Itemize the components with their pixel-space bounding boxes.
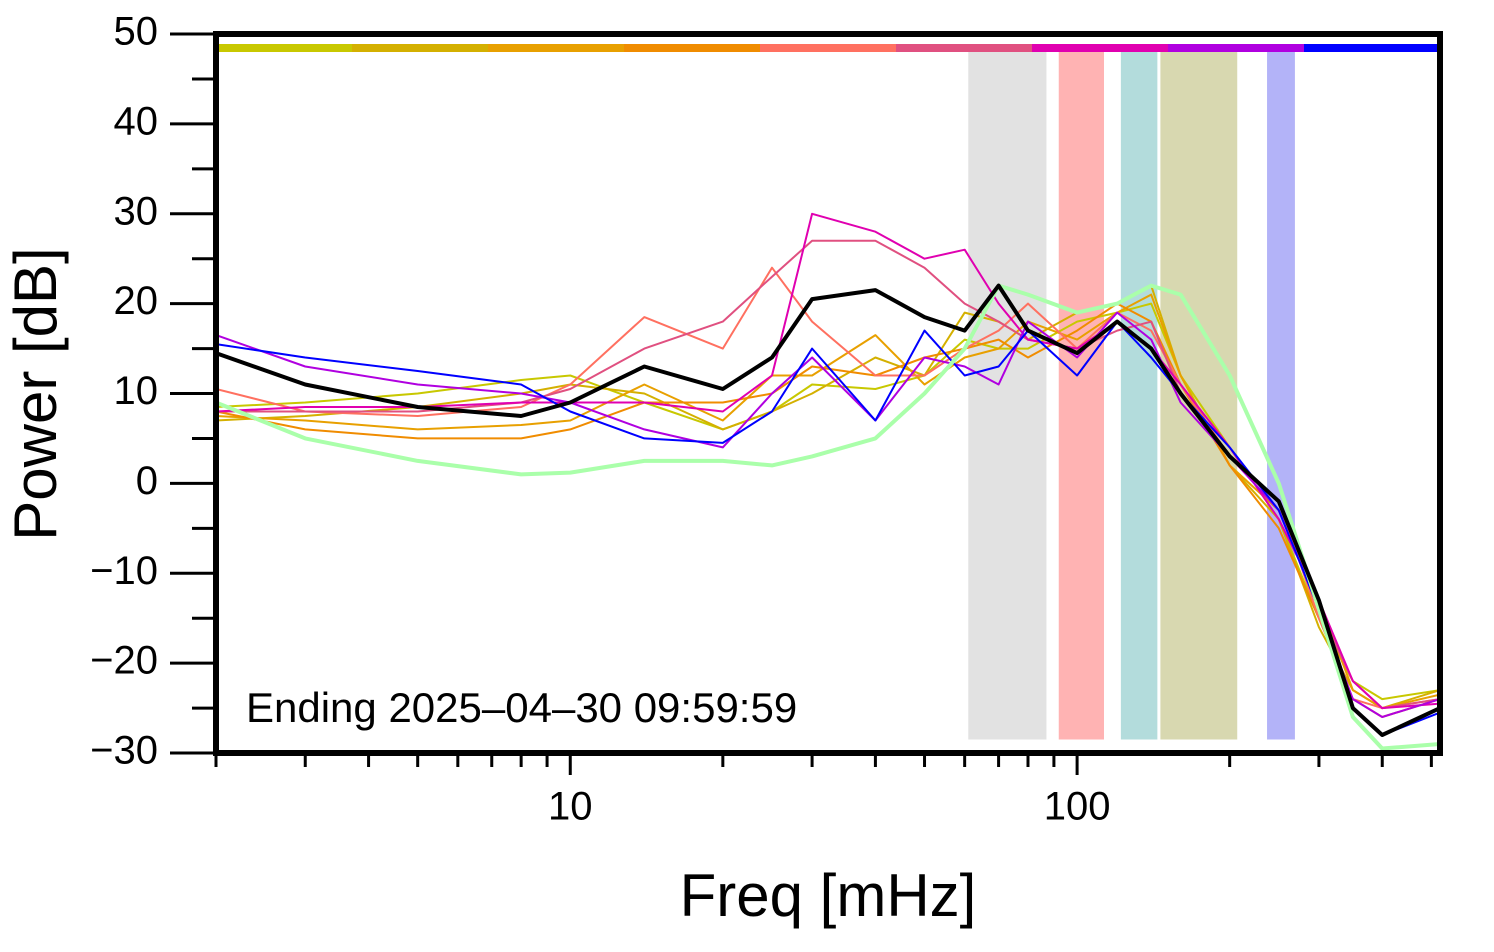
plot-frame bbox=[213, 31, 1443, 756]
color-bar-segment bbox=[488, 44, 624, 52]
shaded-band bbox=[1267, 47, 1295, 740]
series-line bbox=[216, 283, 1440, 737]
shaded-band bbox=[1160, 47, 1238, 740]
series-line bbox=[216, 293, 1440, 710]
color-bar-segment bbox=[624, 44, 760, 52]
series-line bbox=[216, 283, 1440, 751]
y-tick-label: 20 bbox=[114, 279, 159, 323]
color-bar-segment bbox=[1168, 44, 1304, 52]
x-axis-label: Freq [mHz] bbox=[680, 862, 977, 929]
series-line bbox=[216, 302, 1440, 701]
series-line bbox=[216, 320, 1440, 736]
y-tick-label: −10 bbox=[90, 549, 158, 593]
color-bar-segment bbox=[216, 44, 352, 52]
y-axis-label: Power [dB] bbox=[2, 247, 69, 540]
y-tick-label: −20 bbox=[90, 639, 158, 683]
color-bar-segment bbox=[760, 44, 896, 52]
x-tick-label: 10 bbox=[548, 785, 593, 829]
shaded-band bbox=[1058, 47, 1105, 740]
color-bar-segment bbox=[352, 44, 488, 52]
y-tick-label: 30 bbox=[114, 189, 159, 233]
y-tick-label: 0 bbox=[136, 459, 158, 503]
series-line bbox=[216, 311, 1440, 718]
y-tick-label: −30 bbox=[90, 729, 158, 773]
y-tick-label: 40 bbox=[114, 99, 159, 143]
color-bar-segment bbox=[1032, 44, 1168, 52]
x-tick-label: 100 bbox=[1044, 785, 1111, 829]
annotation: Ending 2025–04–30 09:59:59 bbox=[246, 684, 797, 731]
y-tick-label: 10 bbox=[114, 369, 159, 413]
series-line bbox=[216, 212, 1440, 710]
color-bar-segment bbox=[896, 44, 1032, 52]
shaded-band bbox=[1120, 47, 1158, 740]
series-line bbox=[216, 302, 1440, 718]
y-tick-label: 50 bbox=[114, 10, 159, 54]
color-bar-segment bbox=[1304, 44, 1440, 52]
series-line bbox=[216, 284, 1440, 710]
shaded-band bbox=[968, 47, 1047, 740]
series-line bbox=[216, 239, 1440, 710]
